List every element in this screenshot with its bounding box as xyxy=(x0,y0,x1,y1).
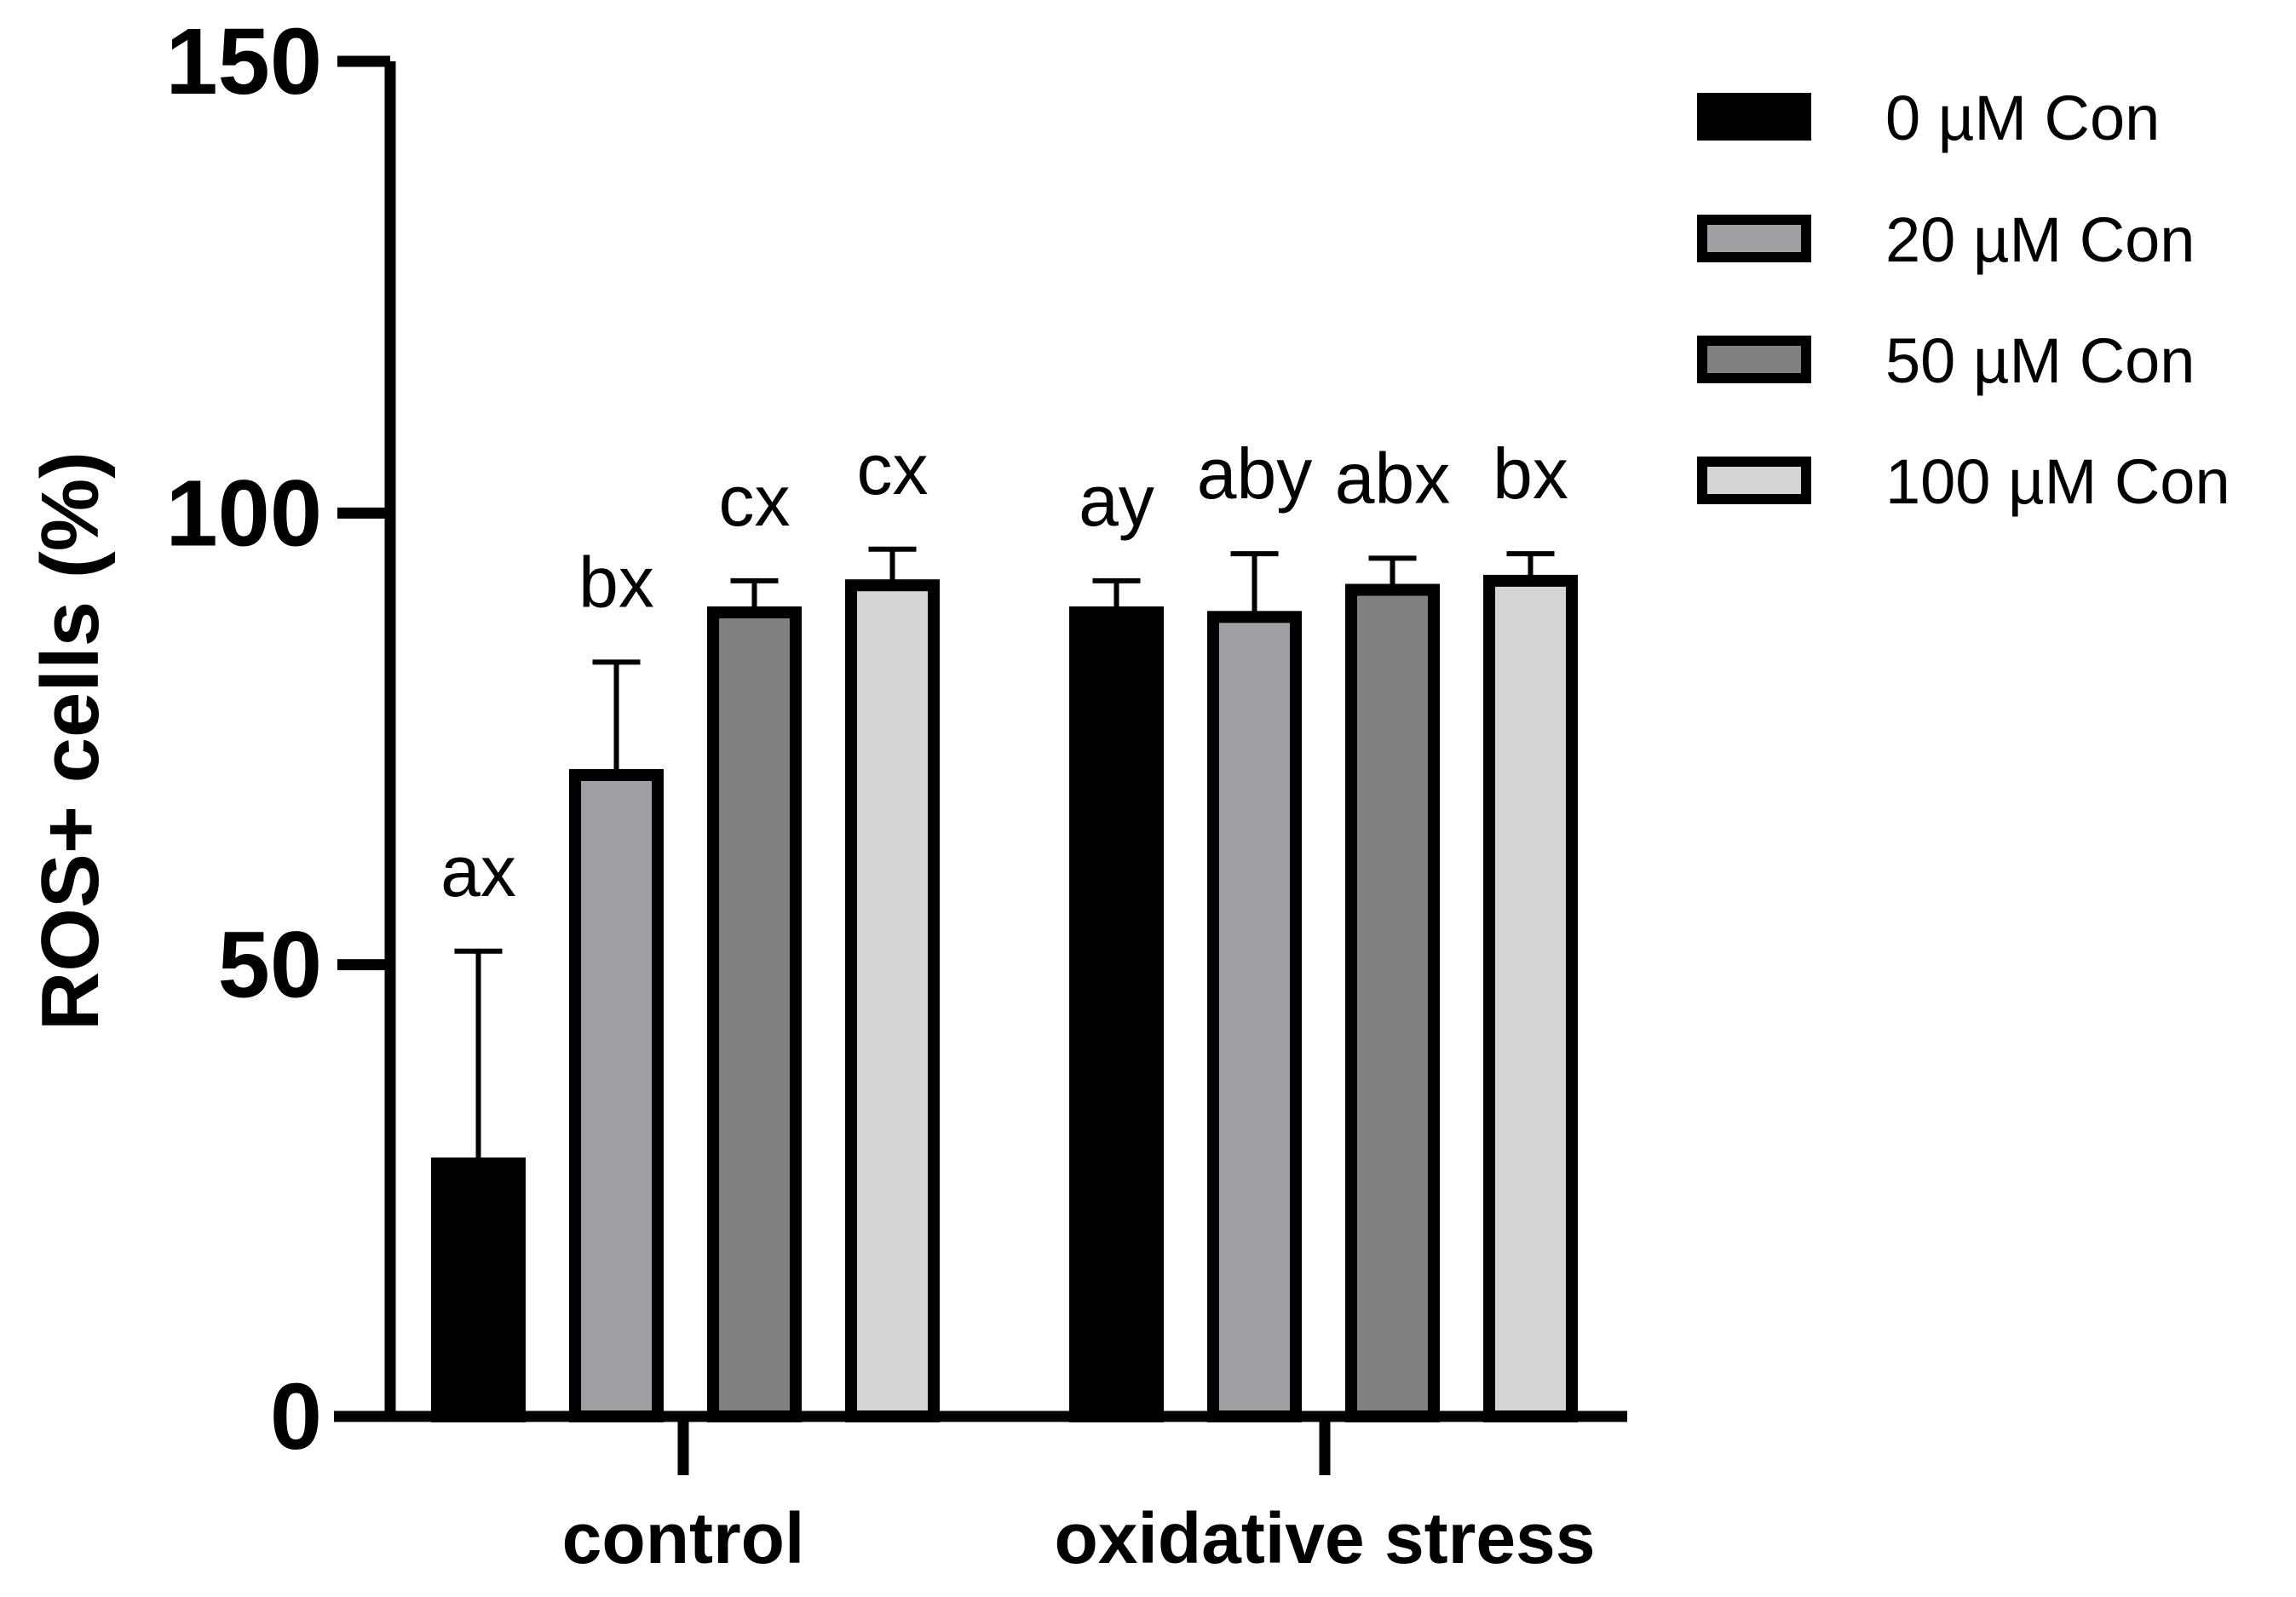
legend-swatch xyxy=(1697,457,1811,504)
legend-swatch xyxy=(1697,93,1811,141)
axes-layer xyxy=(334,55,1627,1475)
y-tick-label: 150 xyxy=(165,9,322,114)
significance-label: ay xyxy=(1079,461,1154,541)
bar xyxy=(569,768,664,1422)
bar xyxy=(1483,574,1578,1422)
legend: 0 µM Con 20 µM Con 50 µM Con 100 µM Con xyxy=(1697,83,2230,517)
significance-label: bx xyxy=(1493,434,1568,514)
y-tick-label: 50 xyxy=(218,913,322,1018)
x-tick-label: control xyxy=(562,1498,805,1578)
significance-label: aby xyxy=(1197,434,1312,514)
y-tick-label: 0 xyxy=(270,1364,322,1469)
legend-label: 100 µM Con xyxy=(1885,446,2230,517)
x-tick-label: oxidative stress xyxy=(1054,1498,1595,1578)
bars-layer xyxy=(431,546,1578,1422)
significance-label: cx xyxy=(719,461,791,541)
bar xyxy=(707,606,802,1422)
legend-label: 20 µM Con xyxy=(1885,204,2195,275)
significance-label: abx xyxy=(1335,438,1450,518)
significance-label: cx xyxy=(857,429,929,509)
bar xyxy=(1207,611,1302,1422)
bar xyxy=(1345,583,1440,1422)
bar xyxy=(845,579,940,1422)
bar xyxy=(431,1158,526,1422)
significance-label: ax xyxy=(440,831,516,911)
bar xyxy=(1069,606,1164,1422)
y-tick-label: 100 xyxy=(165,461,322,566)
legend-swatch xyxy=(1697,215,1811,262)
legend-label: 0 µM Con xyxy=(1885,83,2160,153)
y-axis-title: ROS+ cells (%) xyxy=(25,451,116,1031)
significance-label: bx xyxy=(578,542,654,622)
legend-label: 50 µM Con xyxy=(1885,325,2195,396)
legend-swatch xyxy=(1697,336,1811,383)
